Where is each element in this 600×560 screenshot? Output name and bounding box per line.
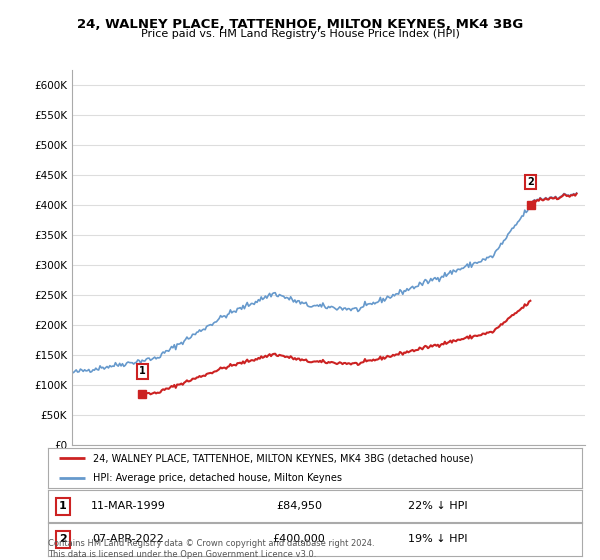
Text: £400,000: £400,000 <box>272 534 325 544</box>
Text: 19% ↓ HPI: 19% ↓ HPI <box>408 534 467 544</box>
Text: 22% ↓ HPI: 22% ↓ HPI <box>408 501 467 511</box>
Text: 11-MAR-1999: 11-MAR-1999 <box>91 501 166 511</box>
Text: 2: 2 <box>59 534 67 544</box>
Text: 24, WALNEY PLACE, TATTENHOE, MILTON KEYNES, MK4 3BG (detached house): 24, WALNEY PLACE, TATTENHOE, MILTON KEYN… <box>94 453 474 463</box>
Text: £84,950: £84,950 <box>276 501 322 511</box>
Text: 1: 1 <box>59 501 67 511</box>
Text: Price paid vs. HM Land Registry's House Price Index (HPI): Price paid vs. HM Land Registry's House … <box>140 29 460 39</box>
Text: 1: 1 <box>139 366 146 376</box>
Text: Contains HM Land Registry data © Crown copyright and database right 2024.
This d: Contains HM Land Registry data © Crown c… <box>48 539 374 559</box>
Text: 07-APR-2022: 07-APR-2022 <box>92 534 164 544</box>
Text: HPI: Average price, detached house, Milton Keynes: HPI: Average price, detached house, Milt… <box>94 473 343 483</box>
Text: 24, WALNEY PLACE, TATTENHOE, MILTON KEYNES, MK4 3BG: 24, WALNEY PLACE, TATTENHOE, MILTON KEYN… <box>77 18 523 31</box>
Text: 2: 2 <box>527 177 534 187</box>
